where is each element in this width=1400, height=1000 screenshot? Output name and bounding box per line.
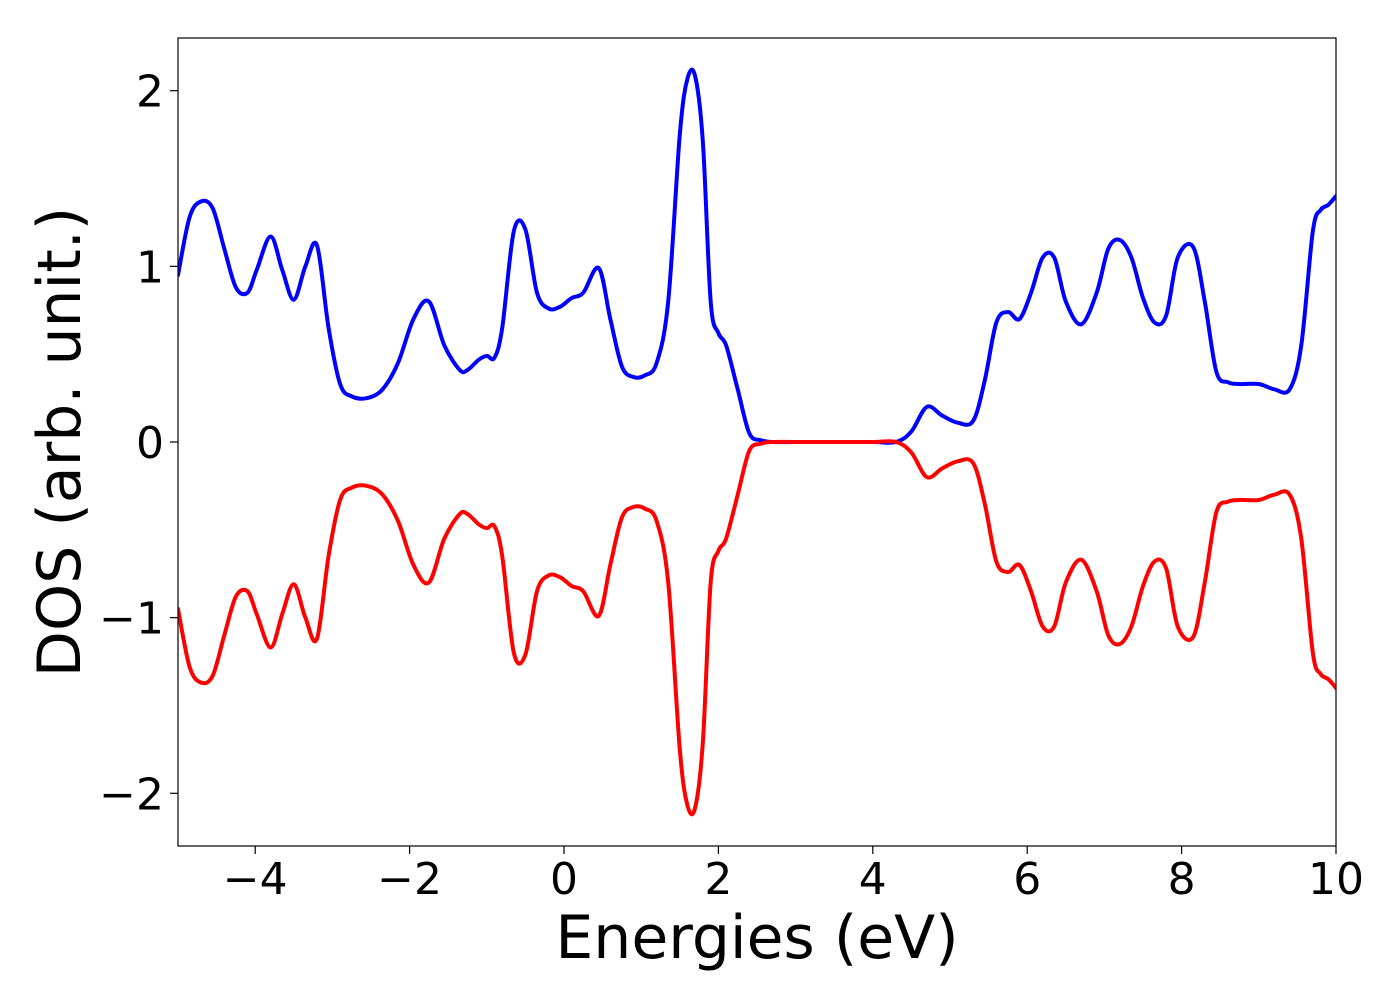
y-axis-label: DOS (arb. unit.) bbox=[25, 207, 95, 677]
series-line-2 bbox=[178, 439, 1336, 817]
y-axis: −2 −1 0 1 2 bbox=[99, 67, 178, 820]
y-tick-label: −2 bbox=[99, 769, 164, 820]
x-tick-label: 8 bbox=[1168, 854, 1196, 905]
y-tick-label: −1 bbox=[99, 594, 164, 645]
series-line-1 bbox=[178, 67, 1336, 445]
x-axis-label: Energies (eV) bbox=[555, 903, 958, 973]
x-tick-label: −4 bbox=[223, 854, 288, 905]
plot-frame bbox=[177, 37, 1337, 847]
x-tick-label: 10 bbox=[1308, 854, 1364, 905]
x-axis: −4 −2 0 2 4 6 8 10 bbox=[223, 846, 1364, 905]
y-tick-label: 1 bbox=[136, 242, 164, 293]
y-tick-label: 2 bbox=[136, 67, 164, 118]
x-tick-label: 6 bbox=[1013, 854, 1041, 905]
x-tick-label: 4 bbox=[859, 854, 887, 905]
y-tick-label: 0 bbox=[136, 418, 164, 469]
series-layer bbox=[178, 67, 1336, 817]
x-tick-label: 2 bbox=[704, 854, 732, 905]
x-tick-label: −2 bbox=[377, 854, 442, 905]
x-tick-label: 0 bbox=[550, 854, 578, 905]
